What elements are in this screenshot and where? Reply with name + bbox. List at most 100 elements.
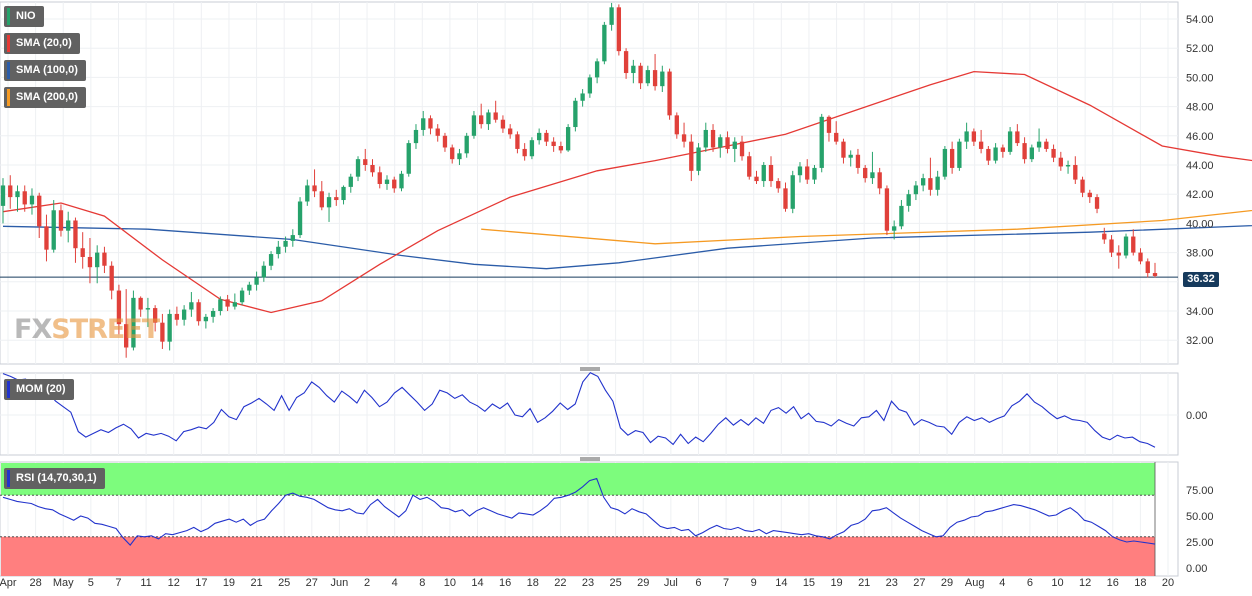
candle-body	[522, 148, 527, 157]
candle-body	[826, 116, 832, 133]
candle-body	[703, 129, 708, 148]
x-tick-label: 21	[250, 577, 262, 589]
x-tick-label: 21	[858, 577, 870, 589]
candle-body	[1109, 239, 1114, 253]
candle-body	[247, 284, 252, 291]
x-tick-label: 16	[499, 577, 511, 589]
candle-body	[667, 71, 672, 116]
candle-body	[44, 226, 49, 250]
candle-body	[696, 147, 701, 171]
legend-symbol[interactable]: NIO	[4, 6, 44, 27]
momentum-line	[2, 372, 1156, 448]
x-tick-label: 14	[471, 577, 483, 589]
x-tick-label: May	[53, 577, 74, 589]
rsi-tick-label: 50.00	[1186, 511, 1214, 523]
legend-sma20[interactable]: SMA (20,0)	[4, 33, 80, 54]
candle-body	[471, 115, 477, 136]
x-tick-label: 22	[554, 577, 566, 589]
candle-body	[174, 313, 180, 320]
candle-body	[1087, 192, 1092, 198]
candle-body	[783, 188, 788, 209]
candle-body	[138, 297, 143, 310]
candle-body	[1065, 165, 1071, 167]
x-tick-label: 4	[392, 577, 398, 589]
candle-body	[638, 65, 643, 84]
y-tick-label: 50.00	[1186, 72, 1214, 84]
legend-sma200[interactable]: SMA (200,0)	[4, 87, 86, 108]
momentum-swatch	[7, 381, 10, 398]
candle-body	[768, 165, 774, 182]
candle-body	[1073, 165, 1078, 180]
candle-body	[1102, 233, 1107, 240]
candle-body	[942, 148, 948, 177]
candle-body	[964, 131, 969, 142]
oscillators	[2, 372, 1156, 546]
candle-body	[160, 322, 165, 342]
legend-sma100[interactable]: SMA (100,0)	[4, 60, 86, 81]
legend-momentum[interactable]: MOM (20)	[4, 379, 74, 400]
candle-body	[797, 166, 803, 176]
rsi-tick-label: 25.00	[1186, 537, 1214, 549]
candle-body	[305, 185, 310, 202]
x-tick-label: 27	[306, 577, 318, 589]
candle-body	[652, 70, 658, 87]
sma20-swatch	[7, 35, 10, 52]
candle-body	[58, 210, 64, 231]
sma100-label: SMA (100,0)	[16, 64, 78, 76]
candle-body	[935, 176, 940, 190]
candle-body	[1029, 147, 1034, 160]
x-tick-label: 14	[775, 577, 787, 589]
x-tick-label: 18	[1134, 577, 1146, 589]
x-tick-label: 12	[1079, 577, 1091, 589]
candle-body	[892, 226, 897, 231]
candle-body	[413, 129, 419, 144]
legend-rsi[interactable]: RSI (14,70,30,1)	[4, 468, 105, 489]
candle-body	[167, 313, 172, 342]
candle-body	[145, 308, 151, 310]
candle-body	[152, 308, 158, 323]
candle-body	[51, 210, 56, 250]
candle-body	[435, 128, 440, 136]
candle-body	[913, 185, 919, 195]
candle-body	[1058, 157, 1063, 167]
moving-averages	[2, 70, 1252, 314]
axes: Apr 28 May 5 7 11 12 17 19 21 25 27 Jun 2 4 8 10 14 16 18 22…	[0, 14, 1214, 589]
candle-body	[594, 61, 600, 78]
y-tick-label: 40.00	[1186, 218, 1214, 230]
candle-body	[841, 141, 846, 158]
candle-body	[877, 172, 882, 189]
candle-body	[812, 167, 817, 180]
candle-body	[544, 132, 549, 142]
candle-body	[978, 141, 984, 149]
candle-body	[870, 172, 875, 179]
candle-body	[631, 65, 636, 74]
candle-body	[558, 146, 564, 151]
x-tick-label: 20	[1162, 577, 1174, 589]
candle-body	[124, 324, 129, 348]
candle-body	[1131, 236, 1136, 253]
candle-body	[580, 93, 585, 101]
candle-body	[805, 166, 810, 180]
x-tick-label: 2	[364, 577, 370, 589]
sma100-line	[2, 224, 1252, 270]
candle-body	[0, 185, 6, 206]
candle-body	[486, 112, 491, 125]
sma200-label: SMA (200,0)	[16, 91, 78, 103]
candle-body	[80, 248, 85, 257]
candle-body	[573, 100, 578, 128]
candle-body	[210, 311, 216, 317]
candle-body	[1123, 236, 1129, 256]
candle-body	[457, 153, 462, 160]
candle-body	[863, 167, 868, 179]
sma200-line	[481, 209, 1252, 245]
candle-body	[508, 128, 513, 135]
candle-body	[1007, 131, 1013, 152]
candle-body	[1080, 179, 1085, 193]
candle-body	[334, 197, 339, 201]
symbol-label: NIO	[16, 10, 36, 22]
x-tick-label: 10	[444, 577, 456, 589]
x-tick-label: Jul	[664, 577, 678, 589]
candle-body	[95, 252, 100, 268]
candle-body	[29, 195, 35, 205]
x-tick-label: 10	[1051, 577, 1063, 589]
